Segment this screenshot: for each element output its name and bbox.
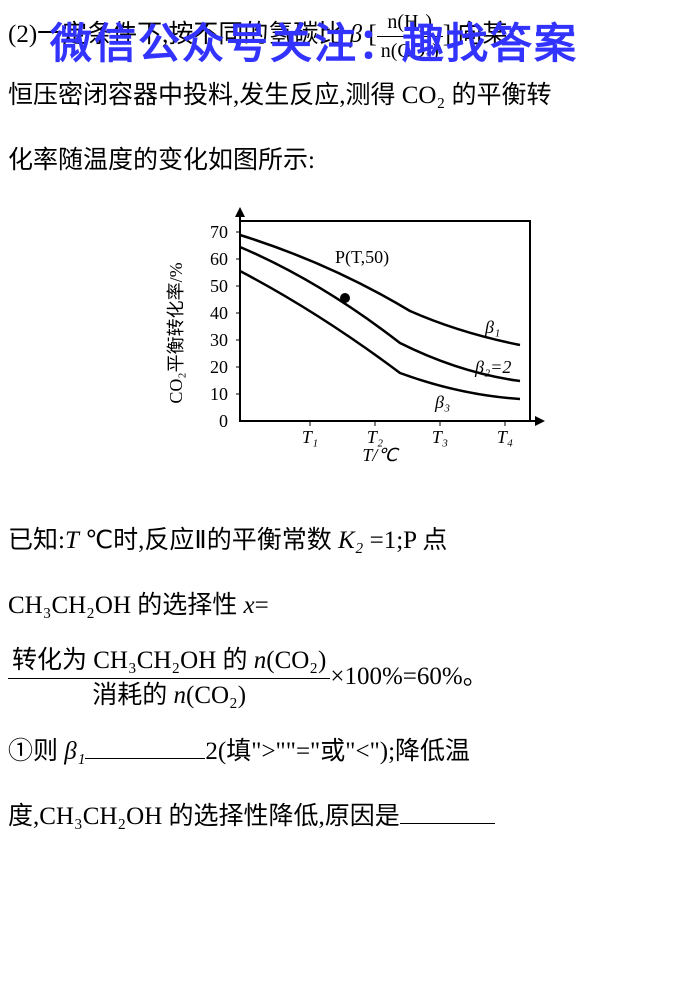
x-axis-label: T/℃ xyxy=(362,445,399,463)
text: CH₃CH₂OH 的选择性 xyxy=(8,592,244,619)
ytick: 70 xyxy=(210,222,228,242)
paragraph-5: CH₃CH₂OH 的选择性 x= xyxy=(8,573,692,638)
text: 消耗的 xyxy=(92,682,173,709)
var-n: n xyxy=(254,647,267,674)
ytick: 40 xyxy=(210,303,228,323)
paragraph-3: 化率随温度的变化如图所示: xyxy=(8,128,692,193)
text: 度,CH₃CH₂OH 的选择性降低,原因是 xyxy=(8,803,400,830)
question-number: (2) xyxy=(8,21,37,48)
xtick: T₃ xyxy=(432,427,448,447)
text: 转化为 CH₃CH₂OH 的 xyxy=(12,647,254,674)
paragraph-2: 恒压密闭容器中投料,发生反应,测得 CO₂ 的平衡转 xyxy=(8,63,692,128)
x-ticks: T₁ T₂ T₃ T₄ xyxy=(302,421,513,447)
fill-blank-1[interactable] xyxy=(85,733,205,759)
xtick: T₄ xyxy=(497,427,513,447)
curve-label-b3: β₃ xyxy=(434,392,450,412)
curve-label-b1: β₁ xyxy=(484,317,500,337)
x-arrow xyxy=(535,416,545,426)
fill-blank-2[interactable] xyxy=(400,798,495,824)
paragraph-8: 度,CH₃CH₂OH 的选择性降低,原因是 xyxy=(8,784,692,849)
ytick: 50 xyxy=(210,276,228,296)
document-body: (2)一定条件下,按不同的氢碳比 β [n(H₂)n(CO₂)] 向某 恒压密闭… xyxy=(0,0,700,859)
xtick: T₂ xyxy=(367,427,383,447)
text: =1;P 点 xyxy=(363,527,447,554)
var-n: n xyxy=(174,682,187,709)
xtick: T₁ xyxy=(302,427,318,447)
var-x: x xyxy=(244,592,255,619)
ytick: 60 xyxy=(210,249,228,269)
text: ①则 xyxy=(8,738,64,765)
text: (CO₂) xyxy=(266,647,326,674)
point-p xyxy=(340,293,350,303)
y-arrow xyxy=(235,207,245,217)
chart-figure: 0 10 20 30 40 50 60 70 T₁ T₂ T₃ T₄ xyxy=(8,203,692,488)
conversion-chart: 0 10 20 30 40 50 60 70 T₁ T₂ T₃ T₄ xyxy=(150,203,550,463)
selectivity-fraction: 转化为 CH₃CH₂OH 的 n(CO₂) 消耗的 n(CO₂) xyxy=(8,646,330,711)
paragraph-4: 已知:T ℃时,反应Ⅱ的平衡常数 K₂ =1;P 点 xyxy=(8,508,692,573)
ytick: 10 xyxy=(210,384,228,404)
point-label: P(T,50) xyxy=(335,247,389,268)
fraction-denominator: 消耗的 n(CO₂) xyxy=(8,679,330,711)
ytick: 20 xyxy=(210,357,228,377)
var-beta1: β₁ xyxy=(64,738,85,765)
fraction-line: 转化为 CH₃CH₂OH 的 n(CO₂) 消耗的 n(CO₂) ×100%=6… xyxy=(8,646,692,711)
var-K2: K₂ xyxy=(338,527,363,554)
ytick: 0 xyxy=(219,411,228,431)
watermark-text: 微信公众号关注：趣找答案 xyxy=(50,10,578,71)
text: 2(填">""="或"<");降低温 xyxy=(205,738,470,765)
y-ticks: 0 10 20 30 40 50 60 70 xyxy=(210,222,240,431)
curve-label-b2: β₂=2 xyxy=(474,357,511,377)
equals: = xyxy=(255,592,269,619)
paragraph-7: ①则 β₁ 2(填">""="或"<");降低温 xyxy=(8,719,692,784)
ytick: 30 xyxy=(210,330,228,350)
fraction-numerator: 转化为 CH₃CH₂OH 的 n(CO₂) xyxy=(8,646,330,679)
text: ℃时,反应Ⅱ的平衡常数 xyxy=(79,527,338,554)
text: (CO₂) xyxy=(186,682,246,709)
text: 已知: xyxy=(8,527,65,554)
text: ×100%=60%。 xyxy=(330,663,487,690)
var-T: T xyxy=(65,527,79,554)
y-axis-label: CO₂平衡转化率/% xyxy=(166,262,186,403)
